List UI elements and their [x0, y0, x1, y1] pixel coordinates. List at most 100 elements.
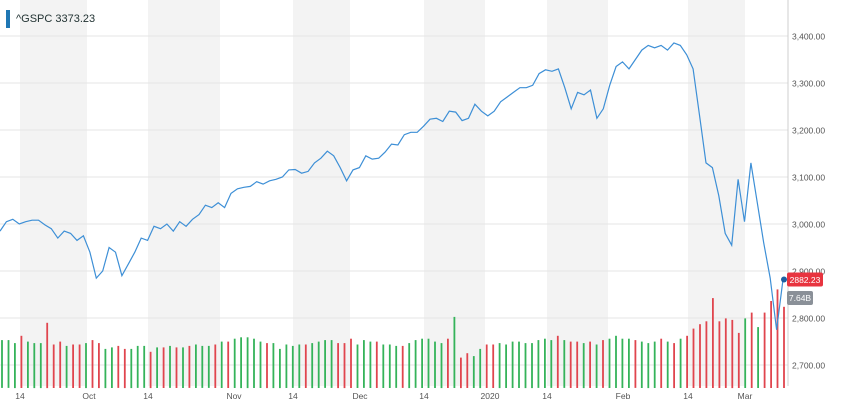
volume-bar [195, 344, 197, 388]
volume-bar [401, 345, 404, 388]
legend-text: ^GSPC 3373.23 [16, 13, 96, 25]
volume-bar [304, 344, 307, 388]
price-line [0, 42, 784, 330]
volume-bar [7, 340, 10, 388]
volume-bar [162, 347, 165, 388]
volume-bar [628, 338, 630, 388]
volume-bar [673, 343, 675, 389]
volume-bar [233, 338, 236, 388]
volume-bar [156, 347, 158, 388]
volume-bar [472, 356, 475, 388]
volume-bar [324, 340, 326, 388]
volume-bar [408, 343, 411, 389]
volume-bar [123, 348, 126, 389]
volume-bar [214, 344, 217, 388]
month-band [20, 0, 87, 386]
volume-bar [447, 338, 449, 388]
legend-swatch [6, 10, 10, 28]
volume-bar [298, 344, 301, 388]
volume-bar [27, 341, 29, 388]
volume-bar [117, 345, 120, 388]
volume-bar [550, 340, 553, 388]
volume-bar [647, 343, 650, 389]
legend[interactable]: ^GSPC 3373.23 [6, 10, 95, 28]
volume-bar [337, 343, 339, 389]
volume-bar [98, 343, 100, 389]
volume-bar [770, 301, 772, 388]
volume-bar [169, 345, 171, 388]
volume-bar [634, 340, 637, 388]
volume-bar [615, 335, 617, 388]
volume-bar [382, 344, 385, 388]
volume-bar [52, 344, 55, 388]
volume-bar [143, 345, 146, 388]
month-band [148, 0, 220, 386]
volume-bars [1, 289, 785, 389]
volume-bar [72, 344, 74, 388]
volume-bar [498, 343, 501, 389]
x-tick-label: 14 [419, 391, 429, 401]
volume-bar [279, 348, 281, 389]
volume-bar [602, 340, 604, 388]
volume-bar [589, 341, 591, 388]
x-tick-label: 14 [143, 391, 153, 401]
volume-bar [414, 340, 417, 388]
volume-bar [640, 341, 643, 388]
volume-bar [111, 347, 113, 388]
volume-bar [776, 289, 779, 388]
volume-bar [201, 345, 204, 388]
volume-bar [91, 340, 94, 388]
x-tick-label: Oct [82, 391, 96, 401]
x-tick-label: 14 [542, 391, 552, 401]
volume-bar [783, 306, 785, 388]
x-tick-label: Feb [616, 391, 631, 401]
month-bands [20, 0, 745, 386]
volume-bar [757, 327, 759, 388]
x-tick-label: 14 [15, 391, 25, 401]
volume-bar [39, 343, 42, 389]
volume-bar [350, 338, 352, 388]
volume-bar [582, 343, 585, 389]
volume-bar [531, 343, 533, 389]
y-tick-label: 2,900.00 [792, 267, 825, 277]
volume-bar [14, 343, 16, 389]
volume-bar [718, 321, 721, 388]
volume-bar [724, 318, 727, 388]
volume-bar [653, 341, 656, 388]
volume-bar [731, 319, 734, 389]
volume-bar [666, 341, 669, 388]
volume-bar [563, 340, 566, 388]
volume-bar [712, 298, 714, 388]
volume-bar [427, 338, 430, 388]
volume-bar [246, 337, 249, 389]
volume-bar [576, 341, 579, 388]
volume-bar [149, 351, 152, 389]
volume-bar [737, 332, 740, 388]
volume-bar [388, 344, 391, 388]
volume-bar [524, 343, 527, 389]
volume-bar [240, 337, 242, 389]
y-tick-label: 3,400.00 [792, 32, 825, 42]
y-tick-label: 2,800.00 [792, 314, 825, 324]
volume-bar [660, 338, 663, 388]
x-axis: 14 Oct 14 Nov 14 Dec 14 2020 14 Feb 14 Mar [15, 391, 752, 401]
volume-bar [130, 348, 133, 389]
y-tick-label: 3,100.00 [792, 173, 825, 183]
volume-bar [272, 343, 275, 389]
volume-bar [285, 344, 288, 388]
volume-bar [65, 345, 68, 388]
x-tick-label: Mar [738, 391, 753, 401]
volume-bar [485, 344, 488, 388]
volume-bar [20, 335, 23, 388]
volume-bar [317, 341, 320, 388]
volume-bar [46, 322, 49, 389]
volume-bar [750, 312, 753, 388]
volume-bar [395, 345, 398, 388]
volume-bar [621, 338, 624, 388]
last-point-marker [781, 276, 787, 283]
volume-bar [569, 341, 572, 388]
volume-bar [440, 343, 443, 389]
volume-bar [460, 357, 462, 389]
volume-bar [466, 353, 469, 388]
